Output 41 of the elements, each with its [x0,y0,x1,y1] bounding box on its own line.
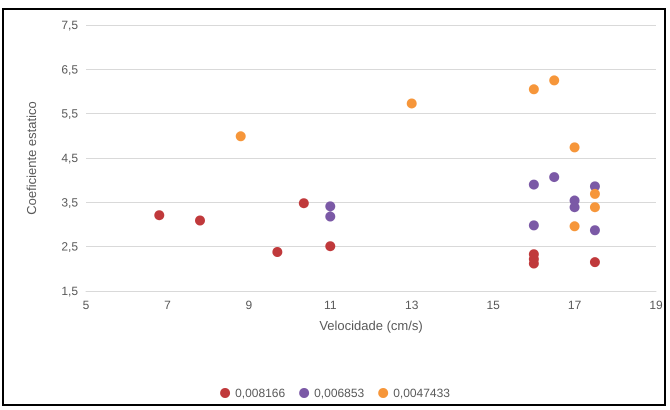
y-tick-label: 3,5 [61,195,78,210]
x-tick-label: 7 [164,298,172,312]
point [528,180,539,190]
y-tick-label: 4,5 [61,151,78,165]
y-tick-label: 7,5 [61,18,78,32]
point [195,216,205,226]
x-tick-label: 15 [486,298,500,312]
x-tick-label: 17 [568,298,582,312]
y-tick-label: 6,5 [61,62,78,76]
y-tick-label: 1,5 [61,284,78,298]
x-tick-label: 9 [246,298,253,312]
legend-label: 0,0047433 [393,386,450,400]
point [590,257,600,268]
x-tick-label: 13 [405,298,419,312]
point [570,221,580,232]
point [570,202,580,212]
point [549,172,560,182]
x-tick-label: 19 [649,298,663,312]
point [570,142,580,152]
point [325,201,336,212]
legend-label: 0,006853 [314,386,365,400]
point [236,131,246,142]
point [590,225,600,236]
point [528,220,539,230]
x-axis-title: Velocidade (cm/s) [319,318,423,333]
point [549,75,560,86]
legend-label: 0,008166 [235,386,286,400]
x-tick-label: 5 [82,298,90,312]
point [298,198,309,208]
y-tick-label: 2,5 [61,240,78,254]
point [272,246,282,257]
point [406,98,417,108]
point [528,84,539,94]
y-tick-label: 5,5 [61,106,78,121]
y-axis-title: Coeficiente estatico [24,101,39,215]
x-tick-label: 11 [324,298,337,312]
point [325,241,336,252]
point [325,212,336,222]
point [590,202,600,212]
point [154,210,164,220]
point [590,188,600,199]
